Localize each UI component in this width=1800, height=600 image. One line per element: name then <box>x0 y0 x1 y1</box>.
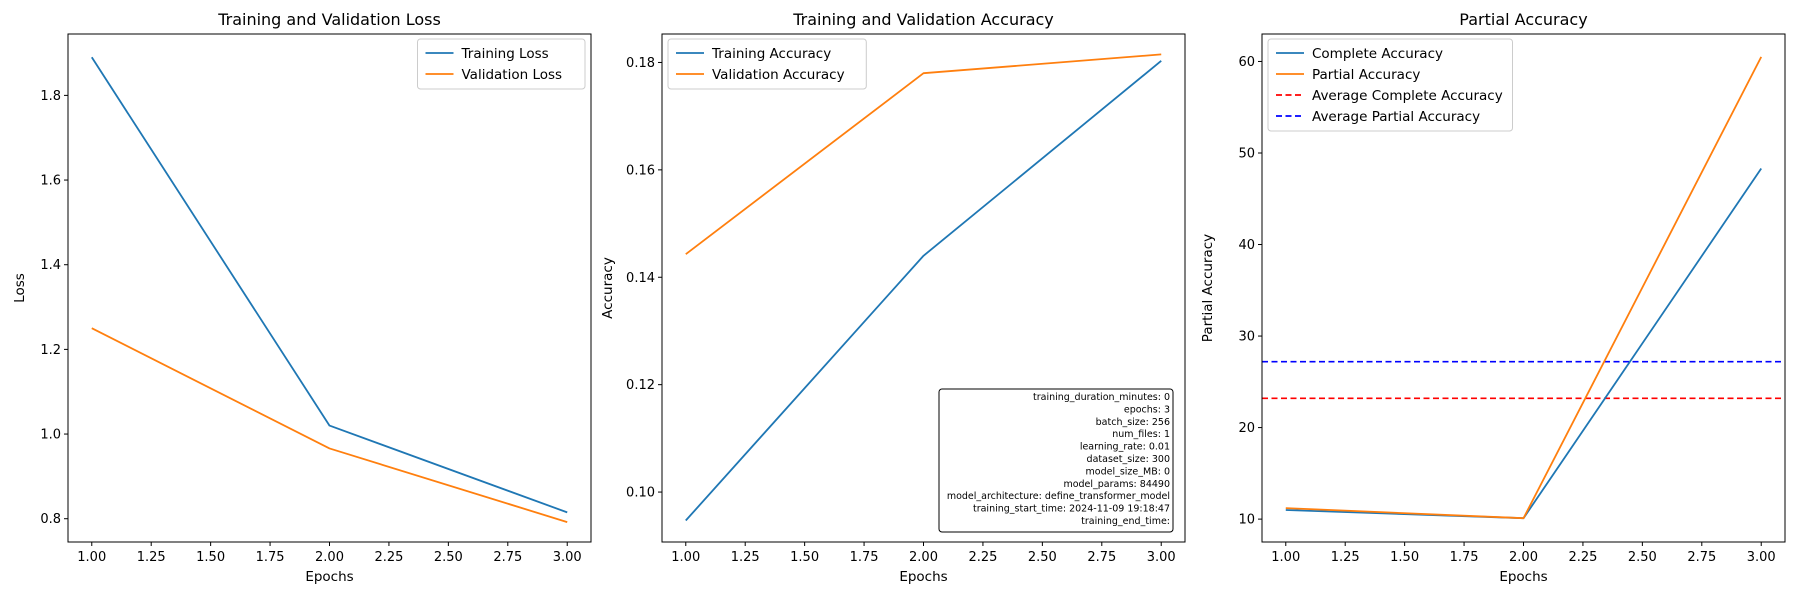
legend-entry: Average Complete Accuracy <box>1312 88 1503 104</box>
y-tick-label: 50 <box>1238 146 1255 161</box>
x-tick-label: 3.00 <box>553 550 582 565</box>
x-tick-label: 1.00 <box>77 550 106 565</box>
x-tick-label: 1.00 <box>671 550 700 565</box>
x-tick-label: 2.25 <box>374 550 403 565</box>
y-tick-label: 1.4 <box>40 258 61 273</box>
legend-entry: Validation Accuracy <box>712 67 845 83</box>
x-tick-label: 1.75 <box>1450 550 1479 565</box>
y-tick-label: 0.12 <box>626 378 655 393</box>
info-line: epochs: 3 <box>1124 404 1170 415</box>
legend: Training Accuracy Validation Accuracy <box>667 38 867 90</box>
legend-entry: Partial Accuracy <box>1312 67 1420 83</box>
legend-box <box>1267 38 1513 132</box>
x-tick-label: 2.50 <box>434 550 463 565</box>
info-line: model_params: 84490 <box>1063 479 1170 490</box>
x-tick-label: 1.25 <box>1331 550 1360 565</box>
chart-title: Partial Accuracy <box>1459 10 1587 29</box>
x-tick-label: 2.50 <box>1028 550 1057 565</box>
x-tick-label: 2.25 <box>968 550 997 565</box>
info-line: training_end_time: <box>1081 516 1170 527</box>
x-tick-label: 1.00 <box>1271 550 1300 565</box>
y-tick-label: 1.0 <box>40 428 61 443</box>
x-axis-label: Epochs <box>899 569 947 585</box>
series-line <box>1285 56 1763 520</box>
x-tick-label: 2.50 <box>1628 550 1657 565</box>
series-line <box>91 327 568 523</box>
chart-panel-2: Training and Validation Accuracy 1.00 1.25… <box>600 10 1186 585</box>
info-line: num_files: 1 <box>1112 429 1170 440</box>
series-line <box>685 53 1162 255</box>
x-tick-label: 2.75 <box>1087 550 1116 565</box>
legend-box <box>667 38 867 90</box>
chart-title: Training and Validation Loss <box>217 10 441 29</box>
x-axis-label: Epochs <box>1499 569 1547 585</box>
x-tick-label: 3.00 <box>1147 550 1176 565</box>
info-box-frame <box>938 388 1174 533</box>
x-tick-label: 2.25 <box>1568 550 1597 565</box>
x-tick-label: 3.00 <box>1747 550 1776 565</box>
x-tick-label: 2.75 <box>1687 550 1716 565</box>
y-tick-label: 1.2 <box>40 343 61 358</box>
y-axis-label: Partial Accuracy <box>1200 234 1216 342</box>
y-tick-label: 1.6 <box>40 174 61 189</box>
x-tick-label: 2.00 <box>315 550 344 565</box>
legend-entry: Complete Accuracy <box>1312 46 1443 62</box>
y-tick-label: 60 <box>1238 55 1255 70</box>
y-tick-label: 0.14 <box>626 271 655 286</box>
info-line: learning_rate: 0.01 <box>1080 442 1170 453</box>
info-line: model_size_MB: 0 <box>1086 466 1170 477</box>
legend: Training Loss Validation Loss <box>417 38 586 90</box>
series-line <box>91 56 568 514</box>
x-tick-label: 1.25 <box>137 550 166 565</box>
y-tick-label: 0.18 <box>626 56 655 71</box>
info-line: training_duration_minutes: 0 <box>1033 392 1170 403</box>
y-tick-label: 0.10 <box>626 486 655 501</box>
info-line: model_architecture: define_transformer_m… <box>947 491 1170 502</box>
x-tick-label: 1.75 <box>850 550 879 565</box>
x-tick-label: 1.50 <box>790 550 819 565</box>
y-tick-label: 20 <box>1238 421 1255 436</box>
axes-frame <box>67 33 592 543</box>
y-tick-label: 1.8 <box>40 89 61 104</box>
chart-panel-3: Partial Accuracy 1.00 1.25 1.50 1.75 2.00 2.25… <box>1200 10 1786 585</box>
legend-box <box>417 38 586 90</box>
chart-title: Training and Validation Accuracy <box>792 10 1054 29</box>
x-tick-label: 2.00 <box>909 550 938 565</box>
series-line <box>685 60 1162 522</box>
x-tick-label: 2.00 <box>1509 550 1538 565</box>
x-tick-label: 1.50 <box>1390 550 1419 565</box>
axes-frame <box>1261 33 1786 543</box>
y-tick-label: 0.16 <box>626 163 655 178</box>
y-tick-label: 30 <box>1238 330 1255 345</box>
x-tick-label: 1.25 <box>731 550 760 565</box>
legend-entry: Average Partial Accuracy <box>1312 109 1480 125</box>
y-tick-label: 0.8 <box>40 512 61 527</box>
y-axis-label: Loss <box>12 273 28 303</box>
info-line: dataset_size: 300 <box>1087 454 1170 465</box>
y-tick-label: 10 <box>1238 513 1255 528</box>
y-axis-label: Accuracy <box>600 257 616 319</box>
x-tick-label: 1.50 <box>196 550 225 565</box>
chart-panel-1: Training and Validation Loss 1.00 1.25 1.50… <box>12 10 592 585</box>
legend-entry: Training Accuracy <box>711 46 831 62</box>
axes-frame <box>661 33 1186 543</box>
x-tick-label: 1.75 <box>256 550 285 565</box>
info-line: training_start_time: 2024-11-09 19:18:47 <box>973 504 1170 515</box>
series-line <box>1285 168 1762 520</box>
y-tick-label: 40 <box>1238 238 1255 253</box>
x-axis-label: Epochs <box>305 569 353 585</box>
legend: Complete Accuracy Partial Accuracy Average… <box>1267 38 1513 132</box>
info-line: batch_size: 256 <box>1096 417 1170 428</box>
legend-entry: Validation Loss <box>462 67 563 83</box>
legend-entry: Training Loss <box>461 46 549 62</box>
x-tick-label: 2.75 <box>493 550 522 565</box>
